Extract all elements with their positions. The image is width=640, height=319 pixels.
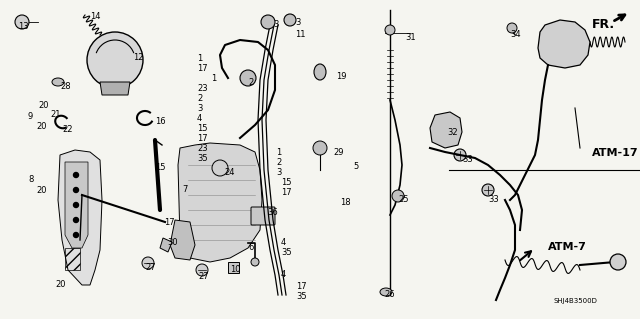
- Text: 27: 27: [198, 272, 209, 281]
- Text: 20: 20: [38, 101, 49, 110]
- Text: 22: 22: [62, 125, 72, 134]
- Text: 17: 17: [197, 134, 207, 143]
- Circle shape: [212, 160, 228, 176]
- Text: 2: 2: [248, 78, 253, 87]
- Circle shape: [261, 15, 275, 29]
- Text: 15: 15: [155, 163, 166, 172]
- Text: 23: 23: [197, 84, 207, 93]
- Text: 20: 20: [36, 186, 47, 195]
- Text: 26: 26: [384, 290, 395, 299]
- Ellipse shape: [52, 78, 64, 86]
- Text: 7: 7: [182, 185, 188, 194]
- Circle shape: [15, 15, 29, 29]
- Circle shape: [240, 70, 256, 86]
- Circle shape: [284, 14, 296, 26]
- Text: FR.: FR.: [592, 18, 615, 31]
- Text: 1: 1: [197, 54, 202, 63]
- FancyBboxPatch shape: [251, 207, 275, 225]
- Ellipse shape: [380, 288, 392, 296]
- Text: 3: 3: [273, 20, 278, 29]
- Text: 33: 33: [462, 155, 473, 164]
- Text: 31: 31: [405, 33, 415, 42]
- Circle shape: [87, 32, 143, 88]
- Circle shape: [74, 218, 79, 222]
- Polygon shape: [170, 220, 195, 260]
- Circle shape: [610, 254, 626, 270]
- Text: 20: 20: [36, 122, 47, 131]
- Text: 4: 4: [281, 238, 286, 247]
- Circle shape: [196, 264, 208, 276]
- Circle shape: [454, 149, 466, 161]
- Text: 35: 35: [296, 292, 307, 301]
- Text: 35: 35: [281, 248, 292, 257]
- Circle shape: [313, 141, 327, 155]
- Text: SHJ4B3500D: SHJ4B3500D: [553, 298, 597, 304]
- Circle shape: [74, 233, 79, 238]
- Polygon shape: [65, 162, 88, 248]
- Circle shape: [385, 25, 395, 35]
- Text: 6: 6: [248, 243, 253, 252]
- Text: 1: 1: [276, 148, 281, 157]
- Text: 3: 3: [197, 104, 202, 113]
- Text: 24: 24: [224, 168, 234, 177]
- Text: ATM-7: ATM-7: [548, 242, 587, 252]
- Text: 2: 2: [276, 158, 281, 167]
- Text: 2: 2: [197, 94, 202, 103]
- Polygon shape: [430, 112, 462, 148]
- Text: 19: 19: [336, 72, 346, 81]
- Circle shape: [482, 184, 494, 196]
- Text: 21: 21: [50, 110, 61, 119]
- Circle shape: [507, 23, 517, 33]
- Text: 16: 16: [155, 117, 166, 126]
- Circle shape: [74, 203, 79, 207]
- Text: 25: 25: [398, 195, 408, 204]
- Text: 20: 20: [55, 280, 65, 289]
- Polygon shape: [178, 143, 262, 262]
- Circle shape: [142, 257, 154, 269]
- Text: 18: 18: [340, 198, 351, 207]
- Text: 4: 4: [197, 114, 202, 123]
- Text: 9: 9: [28, 112, 33, 121]
- Polygon shape: [538, 20, 590, 68]
- Text: 13: 13: [18, 22, 29, 31]
- Text: 35: 35: [197, 154, 207, 163]
- Text: 15: 15: [197, 124, 207, 133]
- Text: 15: 15: [281, 178, 291, 187]
- Text: 3: 3: [276, 168, 282, 177]
- Text: 5: 5: [353, 162, 358, 171]
- Text: 17: 17: [164, 218, 175, 227]
- Text: 23: 23: [197, 144, 207, 153]
- Polygon shape: [160, 238, 172, 252]
- Text: 29: 29: [333, 148, 344, 157]
- Circle shape: [251, 258, 259, 266]
- Text: 36: 36: [267, 208, 278, 217]
- Text: 27: 27: [145, 263, 156, 272]
- Ellipse shape: [314, 64, 326, 80]
- Text: ATM-17: ATM-17: [592, 148, 639, 158]
- Text: 10: 10: [230, 265, 241, 274]
- Text: 3: 3: [295, 18, 300, 27]
- Text: 8: 8: [28, 175, 33, 184]
- Text: 17: 17: [197, 64, 207, 73]
- Text: 34: 34: [510, 30, 520, 39]
- Circle shape: [74, 173, 79, 177]
- Text: 28: 28: [60, 82, 70, 91]
- Text: 17: 17: [296, 282, 307, 291]
- Text: 4: 4: [281, 270, 286, 279]
- Text: 12: 12: [133, 53, 143, 62]
- Polygon shape: [100, 82, 130, 95]
- Text: 32: 32: [447, 128, 458, 137]
- Text: 30: 30: [167, 238, 178, 247]
- Polygon shape: [58, 150, 102, 285]
- Circle shape: [74, 188, 79, 192]
- Text: 14: 14: [90, 12, 100, 21]
- Circle shape: [392, 190, 404, 202]
- Text: 17: 17: [281, 188, 292, 197]
- Text: 1: 1: [211, 74, 216, 83]
- Text: 33: 33: [488, 195, 499, 204]
- Text: 11: 11: [295, 30, 305, 39]
- FancyBboxPatch shape: [227, 262, 239, 272]
